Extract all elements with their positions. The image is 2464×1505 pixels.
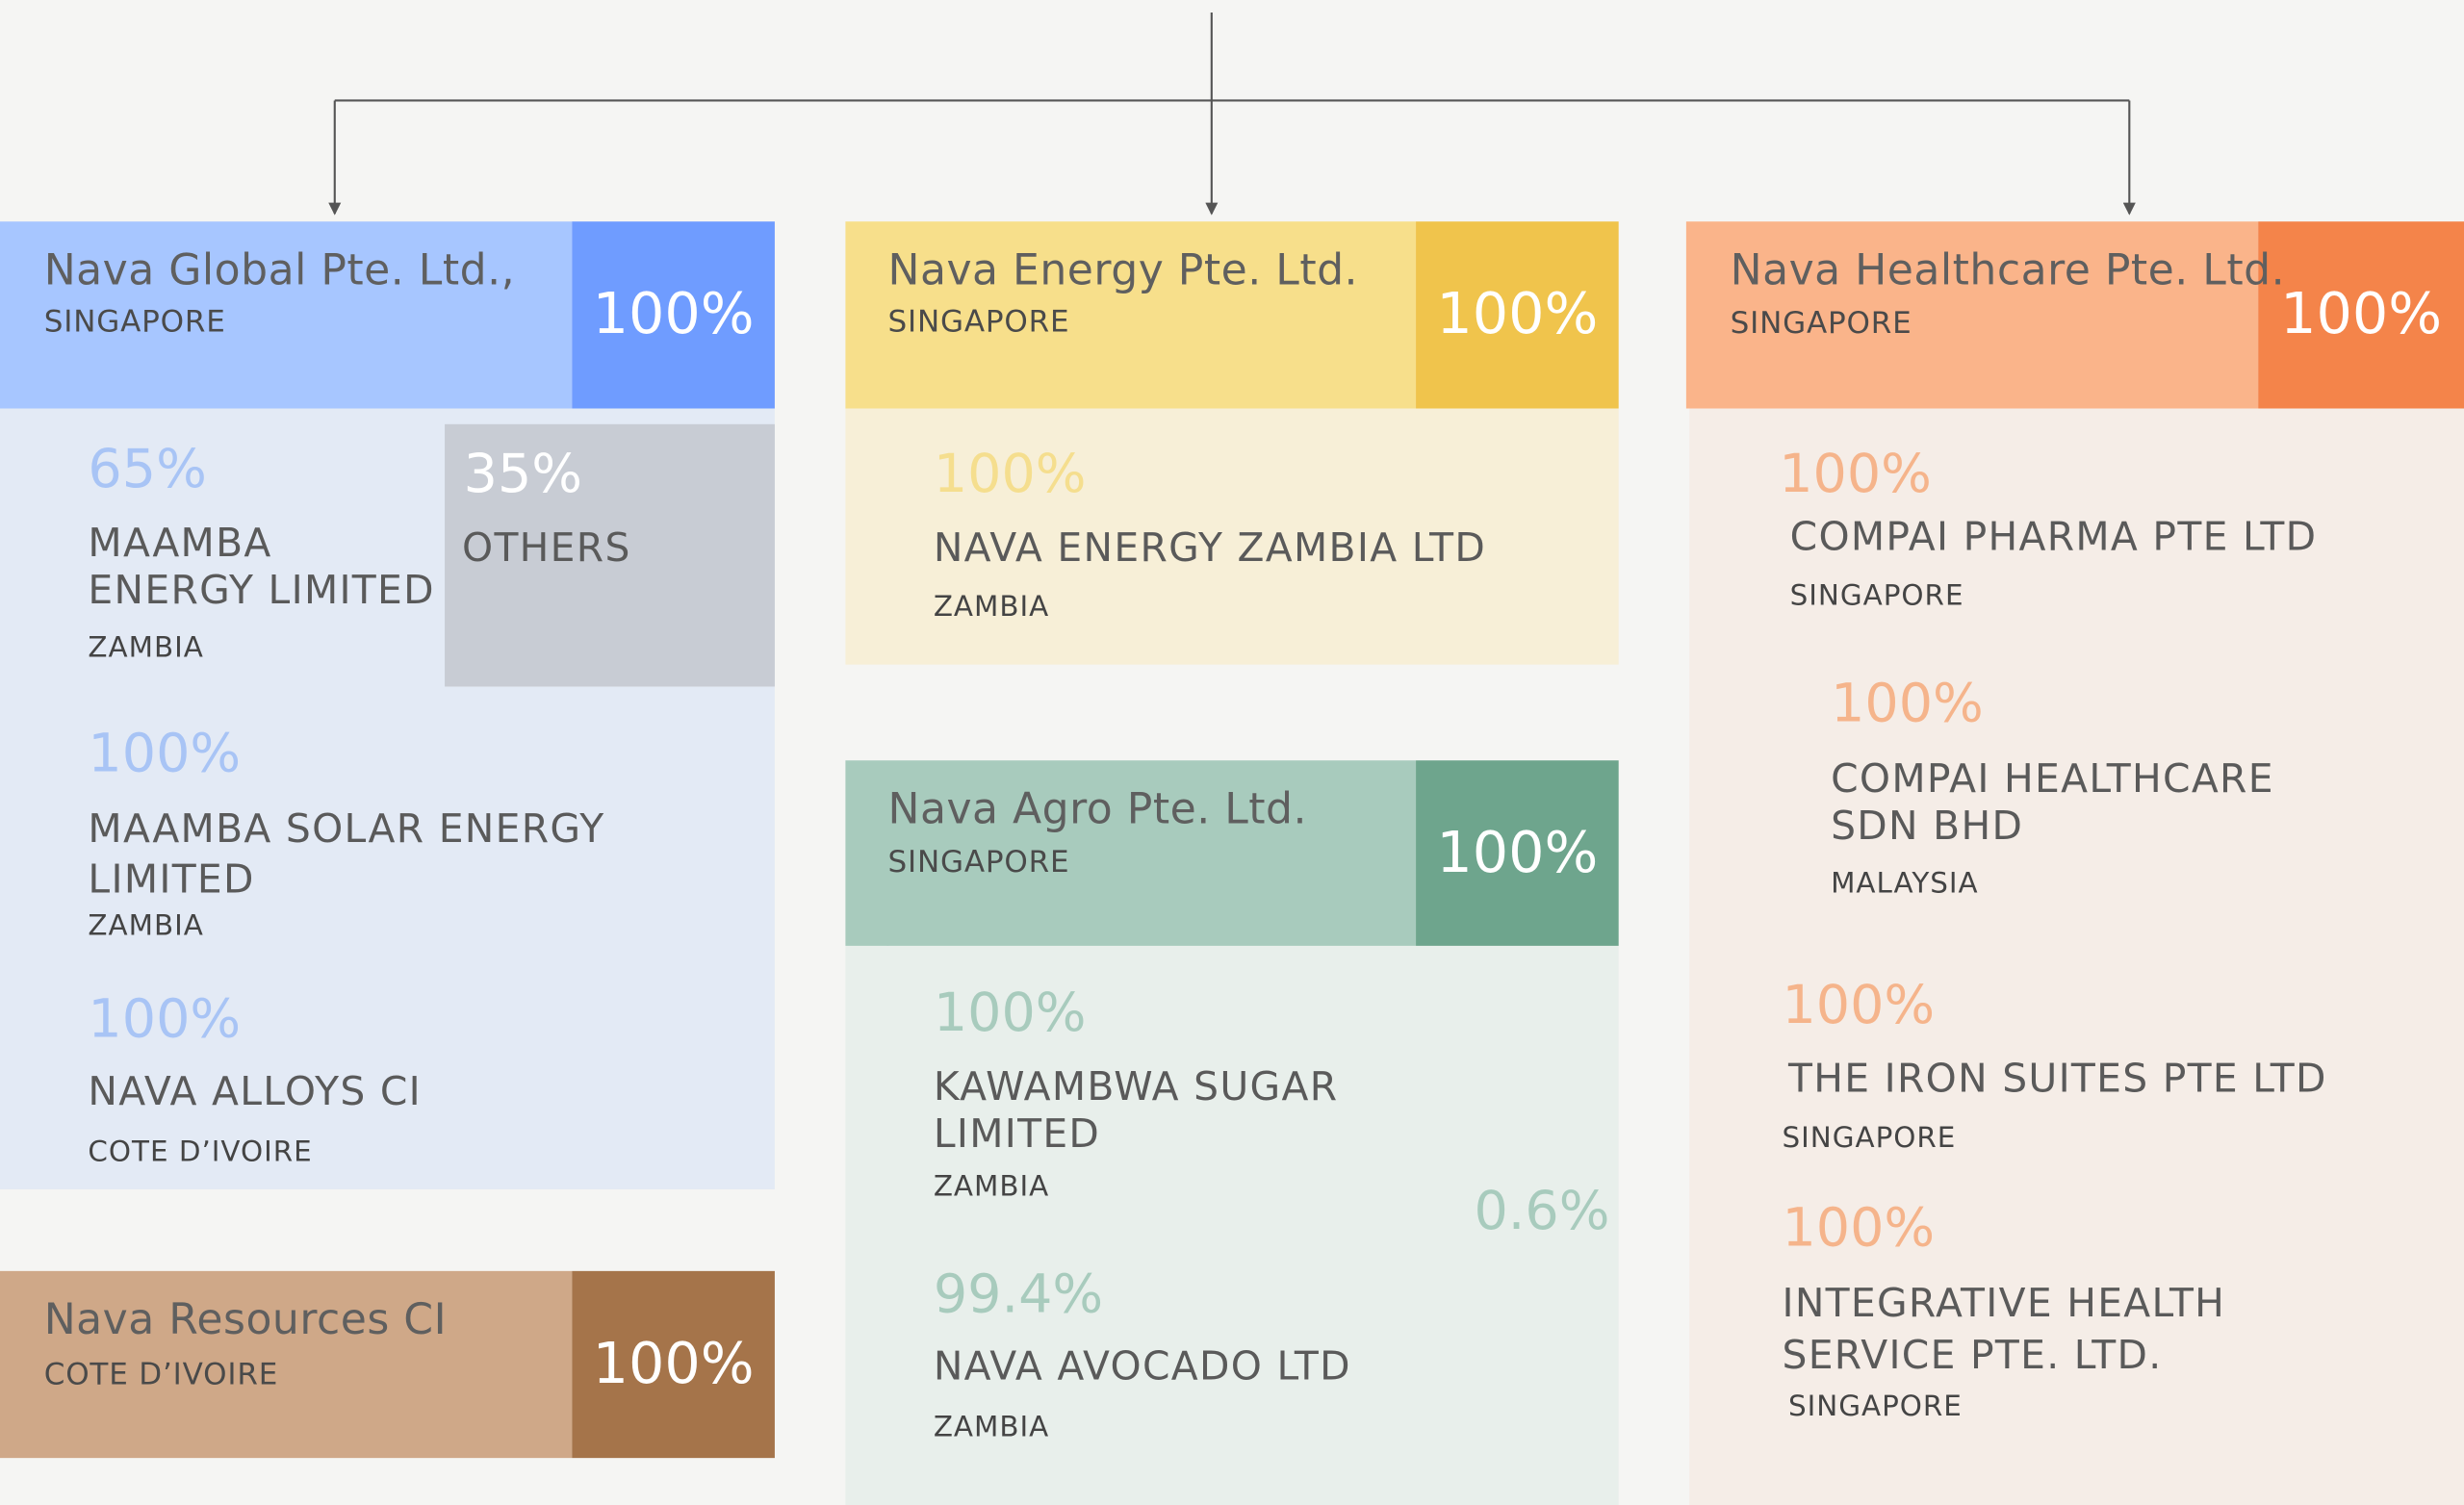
health-sub-3-percent: 100% xyxy=(1782,974,1936,1037)
others-label: OTHERS xyxy=(462,524,631,571)
health-sub-1-percent: 100% xyxy=(1779,443,1932,506)
energy-country: SINGAPORE xyxy=(887,304,1070,340)
resources-percent: 100% xyxy=(592,1332,755,1397)
agro-sub-1-percent: 100% xyxy=(933,982,1087,1045)
health-sub-1-name: COMPAI PHARMA PTE LTD xyxy=(1789,513,2318,560)
energy-sub-1-country: ZAMBIA xyxy=(933,590,1050,625)
global-sub-3-name: NAVA ALLOYS CI xyxy=(88,1068,422,1114)
global-sub-2-country: ZAMBIA xyxy=(88,909,204,943)
energy-sub-1-name: NAVA ENERGY ZAMBIA LTD xyxy=(933,524,1487,571)
global-sub-2-name: MAAMBA SOLAR ENERGY LIMITED xyxy=(88,805,605,903)
agro-percent: 100% xyxy=(1436,821,1599,886)
global-name: Nava Global Pte. Ltd., xyxy=(43,246,516,295)
agro-header xyxy=(845,760,1417,946)
agro-sub-2-country: ZAMBIA xyxy=(933,1411,1050,1444)
resources-percent-box: 100% xyxy=(572,1270,775,1459)
global-sub-3-country: COTE D’IVOIRE xyxy=(88,1135,313,1169)
health-country: SINGAPORE xyxy=(1730,306,1912,342)
resources-country: COTE D’IVOIRE xyxy=(43,1357,279,1392)
resources-name: Nava Resources CI xyxy=(43,1295,448,1345)
agro-sub-1-name: KAWAMBWA SUGAR LIMITED xyxy=(933,1063,1339,1156)
global-country: SINGAPORE xyxy=(43,304,226,340)
agro-cross-percent: 0.6% xyxy=(1474,1180,1610,1243)
health-sub-4-percent: 100% xyxy=(1782,1197,1936,1261)
health-sub-4-country: SINGAPORE xyxy=(1788,1390,1963,1424)
health-sub-2-country: MALAYSIA xyxy=(1831,867,1979,901)
health-sub-3-name: THE IRON SUITES PTE LTD xyxy=(1788,1056,2327,1102)
health-name: Nava Healthcare Pte. Ltd. xyxy=(1730,246,2286,295)
health-sub-1-country: SINGAPORE xyxy=(1789,579,1964,613)
energy-percent-box: 100% xyxy=(1416,221,1619,409)
health-sub-3-country: SINGAPORE xyxy=(1782,1121,1957,1156)
global-sub-3-percent: 100% xyxy=(88,987,242,1052)
global-sub-1-country: ZAMBIA xyxy=(88,631,204,665)
global-sub-1-percent: 65% xyxy=(88,438,207,501)
global-header xyxy=(0,221,573,409)
agro-name: Nava Agro Pte. Ltd. xyxy=(887,785,1308,834)
agro-percent-box: 100% xyxy=(1416,760,1619,946)
global-sub-1-name: MAAMBA ENERGY LIMITED xyxy=(88,520,435,612)
global-percent-box: 100% xyxy=(572,221,775,409)
health-header xyxy=(1685,221,2259,409)
energy-body xyxy=(845,408,1619,665)
agro-sub-1-country: ZAMBIA xyxy=(933,1170,1050,1204)
health-percent: 100% xyxy=(2280,282,2443,347)
energy-sub-1-percent: 100% xyxy=(933,443,1087,506)
health-sub-2-percent: 100% xyxy=(1831,672,1984,736)
health-sub-4-name: INTEGRATIVE HEALTH SERVICE PTE. LTD. xyxy=(1782,1280,2226,1378)
agro-sub-2-name: NAVA AVOCADO LTD xyxy=(933,1342,1351,1390)
energy-name: Nava Energy Pte. Ltd. xyxy=(887,246,1359,295)
health-sub-2-name: COMPAI HEALTHCARE SDN BHD xyxy=(1831,755,2274,848)
health-percent-box: 100% xyxy=(2258,221,2464,409)
global-sub-2-percent: 100% xyxy=(88,723,242,786)
others-percent: 35% xyxy=(463,443,583,506)
agro-country: SINGAPORE xyxy=(887,845,1070,880)
energy-percent: 100% xyxy=(1436,282,1599,347)
resources-header xyxy=(0,1270,573,1459)
health-body xyxy=(1689,408,2464,1505)
others-box xyxy=(445,423,775,687)
global-percent: 100% xyxy=(592,282,755,347)
energy-header xyxy=(845,221,1417,409)
agro-sub-2-percent: 99.4% xyxy=(933,1263,1104,1326)
agro-body xyxy=(845,945,1619,1505)
